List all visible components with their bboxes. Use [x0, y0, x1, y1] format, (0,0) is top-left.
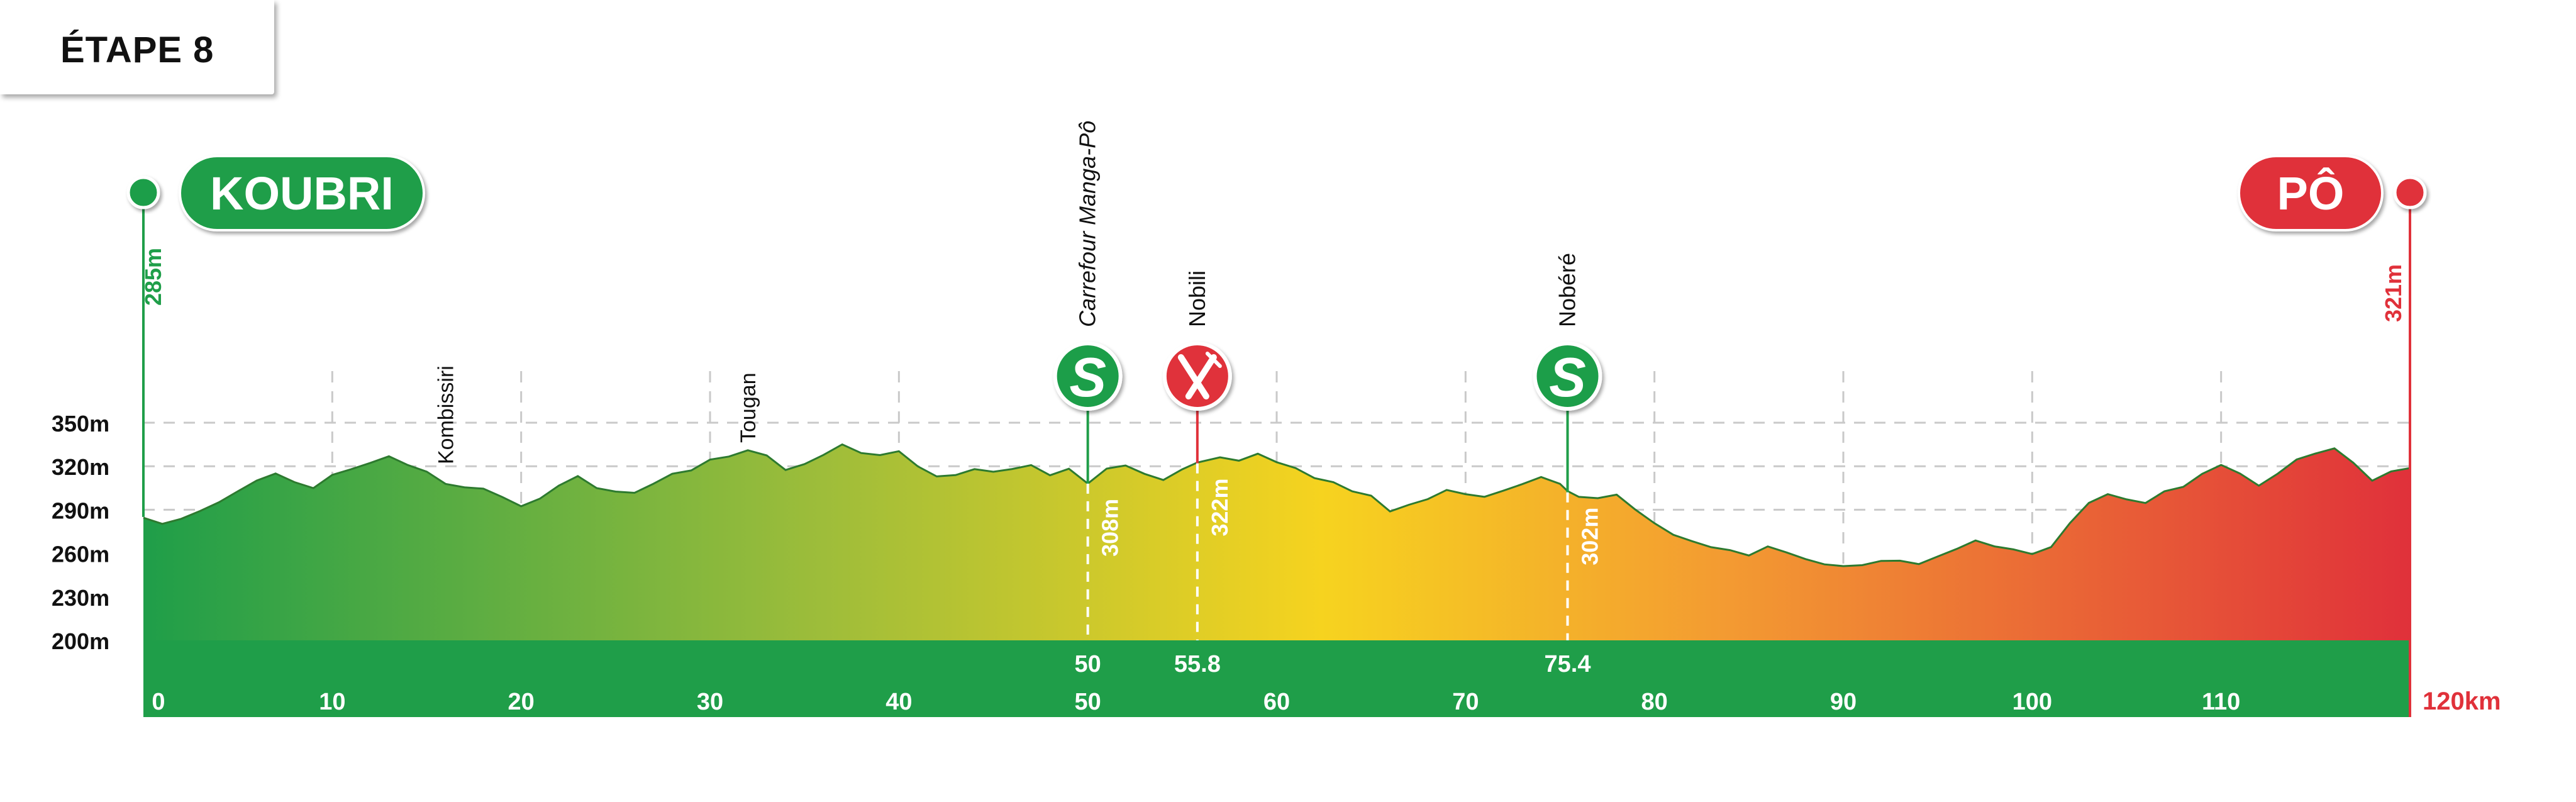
x-tick-label: 30 [697, 689, 723, 715]
point-elevation-label: 308m [1097, 499, 1123, 557]
point-elevation-label: 322m [1207, 479, 1233, 537]
waypoints: Kombissiri Tougan [435, 365, 761, 464]
y-axis-ticks: 200m 230m 260m 290m 320m 350m [52, 411, 109, 654]
finish-city-badge: PÔ [2238, 155, 2384, 231]
sprint-point: S Nobéré 302m 75.4 [1533, 253, 1603, 677]
x-tick-label: 10 [319, 689, 345, 715]
point-km-label: 50 [1075, 651, 1101, 677]
y-tick-label: 290m [52, 498, 109, 523]
y-tick-label: 260m [52, 542, 109, 567]
x-tick-label: 0 [152, 689, 165, 715]
km-bar [143, 640, 2410, 717]
fork-shape [1185, 354, 1217, 399]
race-points: S Carrefour Manga-Pô 308m 50 Nobili 322m 55.8 S… [1053, 121, 1603, 677]
point-name: Nobili [1184, 270, 1210, 327]
x-tick-label: 100 [2012, 689, 2052, 715]
x-tick-label: 110 [2202, 689, 2240, 715]
x-tick-label: 60 [1263, 689, 1290, 715]
start-marker-dot [126, 175, 160, 209]
x-axis-end-label: 120km [2423, 688, 2501, 715]
finish-elevation-label: 321m [2380, 264, 2406, 322]
fork-tines [1205, 352, 1222, 368]
point-km-label: 55.8 [1174, 651, 1221, 677]
x-tick-label: 40 [886, 689, 912, 715]
sprint-icon-glyph: S [1069, 346, 1106, 408]
waypoint-label: Tougan [736, 372, 760, 443]
point-elevation-label: 302m [1577, 508, 1603, 565]
start-city-badge: KOUBRI [179, 155, 425, 231]
elevation-area [143, 444, 2410, 640]
y-tick-label: 350m [52, 411, 109, 437]
point-name: Nobéré [1555, 253, 1580, 327]
start-marker: 285m [126, 175, 166, 517]
point-name: Carrefour Manga-Pô [1075, 121, 1101, 327]
waypoint-label: Kombissiri [435, 365, 458, 464]
x-tick-label: 80 [1641, 689, 1668, 715]
finish-marker: 321m [2380, 175, 2427, 717]
sprint-icon [1533, 342, 1602, 411]
x-axis-ticks: 0 10 20 30 40 50 60 70 80 90 100 110 [152, 689, 2240, 715]
finish-city-name: PÔ [2277, 167, 2345, 220]
start-elevation-label: 285m [140, 248, 166, 306]
sprint-icon [1053, 342, 1123, 411]
stage-label: ÉTAPE 8 [60, 30, 214, 70]
knife-shape [1177, 354, 1209, 399]
x-tick-label: 90 [1830, 689, 1857, 715]
y-tick-label: 230m [52, 585, 109, 611]
stage-label-card: ÉTAPE 8 [0, 0, 274, 94]
x-tick-label: 20 [508, 689, 535, 715]
feed-zone-point: Nobili 322m 55.8 [1162, 270, 1233, 677]
y-tick-label: 200m [52, 628, 109, 654]
x-tick-label: 50 [1075, 689, 1101, 715]
start-city-name: KOUBRI [210, 167, 394, 220]
y-tick-label: 320m [52, 454, 109, 480]
sprint-point: S Carrefour Manga-Pô 308m 50 [1053, 121, 1123, 677]
finish-marker-dot [2393, 175, 2427, 209]
x-tick-label: 70 [1452, 689, 1479, 715]
fork-knife-icon [1162, 342, 1232, 411]
point-km-label: 75.4 [1545, 651, 1591, 677]
elevation-outline [143, 443, 2411, 567]
sprint-icon-glyph: S [1549, 346, 1586, 408]
